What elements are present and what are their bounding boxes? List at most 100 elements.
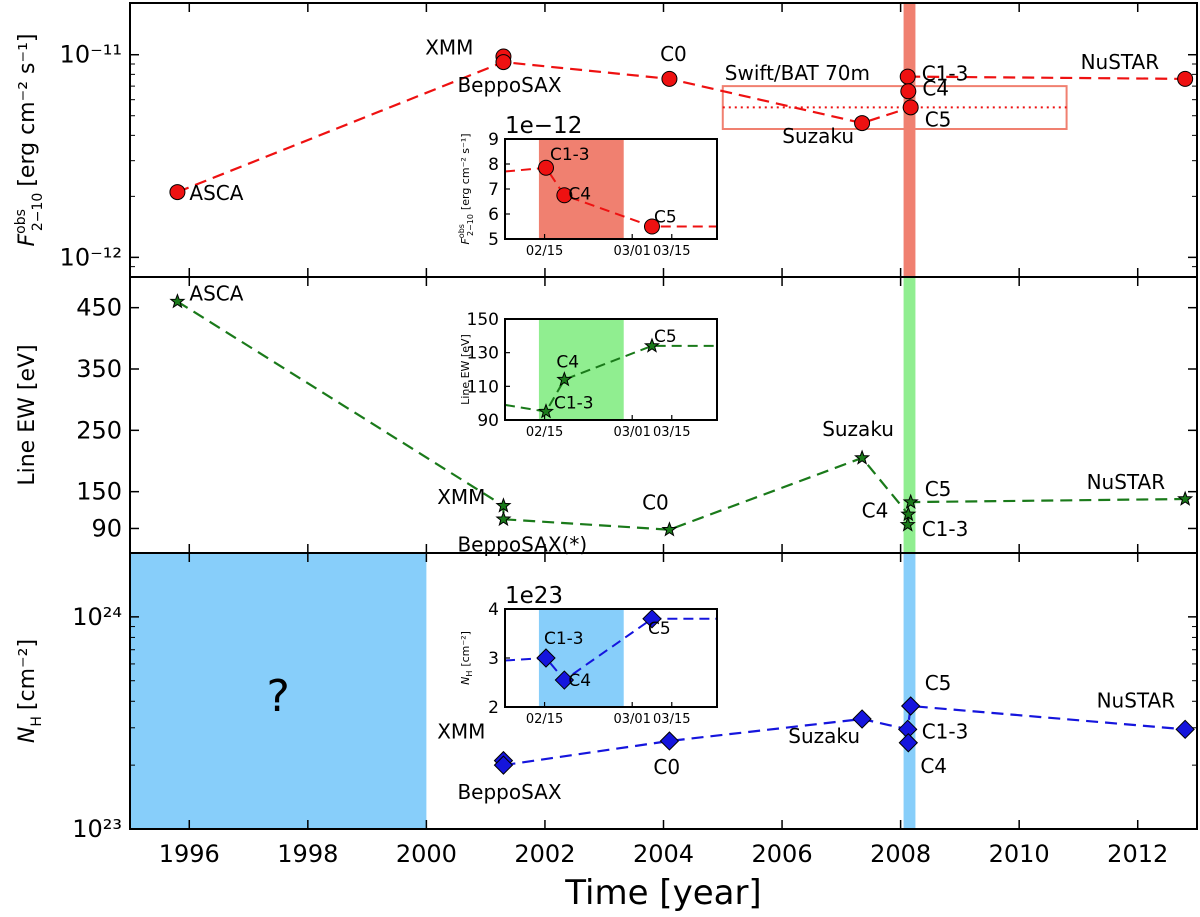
xtick-label-2000: 2000 [396,840,457,868]
ew-inset-xtick-label-02-15: 02/15 [526,425,563,440]
nh-ytick-label-10: 10²⁴ [72,603,122,631]
ew-campaign-band [903,277,916,553]
ew-label-suzaku: Suzaku [822,417,894,441]
nh-inset-xtick-label-03-01: 03/01 [613,712,650,727]
ew-point-c5 [902,493,919,509]
ew-inset-ytick-label-150: 150 [467,310,499,330]
nh-label-bepposax: BeppoSAX [457,780,561,804]
flux-campaign-band [903,3,916,277]
flux-point-c0 [661,70,678,87]
ew-ytick-label-350: 350 [76,355,122,383]
nh-point-bepposax [493,755,514,775]
flux-ylabel-unit: [erg cm⁻² s⁻¹] [15,33,40,186]
flux-point-asca [169,184,186,201]
ew-inset-label-c1-3: C1-3 [554,394,594,414]
ew-inset-ylabel: Line EW [eV] [459,334,472,405]
flux-inset-ytick-label-6: 6 [488,205,499,225]
flux-inset-xtick-label-03-15: 03/15 [653,244,690,259]
nh-label-suzaku: Suzaku [788,724,860,748]
flux-inset-ytick-label-7: 7 [488,180,499,200]
nh-inset-point-c4 [554,670,575,690]
nh-inset-ylabel-unit: [cm⁻²] [459,631,472,667]
ew-label-c0: C0 [642,491,669,515]
nh-ytick-label-10: 10²³ [72,815,122,843]
flux-ytick-label-10: 10⁻¹¹ [60,41,122,69]
xtick-label-2006: 2006 [752,840,813,868]
nh-point-c5 [900,696,921,716]
ew-inset-frame [504,318,718,421]
flux-inset-point-c5 [643,218,660,235]
nh-campaign-band [903,553,916,829]
nh-ylabel-sub: H [29,716,45,727]
ew-ytick-label-150: 150 [76,478,122,506]
flux-ylabel-sub: 2−10 [30,193,46,231]
nh-inset-ylabel: NH [cm⁻²] [459,631,474,685]
flux-bat-box [721,85,1068,130]
flux-series-line [177,60,1186,194]
flux-inset-label-c4: C4 [568,184,591,204]
nh-label-c4: C4 [920,754,947,778]
nh-ylabel: NH [cm⁻²] [15,639,45,743]
flux-label-c4: C4 [922,76,949,100]
flux-ylabel-main: F [15,234,40,247]
nh-point-nustar [1175,719,1195,740]
nh-ylabel-unit: [cm⁻²] [15,639,40,710]
flux-inset-label-c5: C5 [654,208,677,228]
flux-ytick-label-10: 10⁻¹² [60,243,122,271]
nh-inset-ytick-label-4: 4 [488,600,499,620]
flux-inset-ylabel-main: F [459,238,472,245]
ew-point-c1-3 [899,516,916,532]
flux-label-c1-3: C1-3 [922,62,969,86]
flux-bat-label: Swift/BAT 70m [725,61,870,85]
ew-inset-xtick-label-03-15: 03/15 [653,425,690,440]
ew-label-asca: ASCA [189,282,243,306]
nh-inset: C1-3 C4 C5 02/15 03/01 03/15 2 3 4 1e23 NH [cm⁻²] [459,583,718,727]
flux-label-bepposax: BeppoSAX [457,73,561,97]
flux-label-xmm: XMM [425,36,473,60]
nh-inset-point-c5 [642,609,662,629]
flux-ylabel-sup: obs [13,209,29,234]
ew-point-nustar [1177,490,1194,506]
x-axis-label: Time [year] [564,873,761,913]
ew-point-bepposax [495,510,512,527]
ew-inset-ytick-label-110: 110 [467,377,499,397]
flux-inset-ytick-label-8: 8 [488,155,499,175]
xtick-label-1996: 1996 [159,840,220,868]
ew-label-c5: C5 [925,477,952,501]
xtick-label-2012: 2012 [1107,840,1168,868]
ew-inset-ytick-label-130: 130 [467,344,499,364]
ew-ytick-label-250: 250 [76,416,122,444]
ew-point-xmm [495,497,512,513]
ew-inset-shade [538,319,624,420]
ew-point-asca [169,293,186,309]
flux-inset-ylabel-sup: obs [457,224,466,238]
ew-ytick-label-450: 450 [76,294,122,322]
ew-point-c4 [900,505,917,522]
xtick-label-2004: 2004 [633,840,694,868]
flux-label-asca: ASCA [189,181,243,205]
flux-inset-ytick-label-9: 9 [488,130,499,150]
flux-inset-label-c1-3: C1-3 [550,145,590,165]
flux-point-c4 [900,83,917,100]
nh-inset-label-c4: C4 [568,671,591,691]
xtick-label-2008: 2008 [870,840,931,868]
nh-point-c4 [898,733,919,753]
nh-inset-ylabel-sub: H [465,671,474,677]
ew-inset-xtick-label-03-01: 03/01 [613,425,650,440]
flux-inset-shade [538,139,624,239]
nh-label-c5: C5 [925,671,952,695]
ew-inset-label-c5: C5 [654,327,677,347]
flux-inset: C1-3 C4 C5 02/15 03/01 03/15 5 6 7 8 9 1e−12 Fobs2−1… [457,113,718,259]
ew-inset-point-c4 [556,371,573,387]
nh-inset-ytick-label-3: 3 [488,649,499,669]
nh-unknown-region [130,553,427,829]
nh-inset-ylabel-main: N [459,677,472,685]
ew-ytick-label-90: 90 [91,514,122,542]
flux-ylabel: Fobs2−10 [erg cm⁻² s⁻¹] [13,33,46,246]
nh-label-xmm: XMM [437,720,485,744]
ew-inset-label-c4: C4 [556,353,579,373]
ew-inset: C1-3 C4 C5 02/15 03/01 03/15 90 110 130 150 Line E… [459,310,718,440]
xtick-label-1998: 1998 [277,840,338,868]
nh-label-nustar: NuSTAR [1097,688,1176,712]
flux-point-bepposax [495,54,512,71]
